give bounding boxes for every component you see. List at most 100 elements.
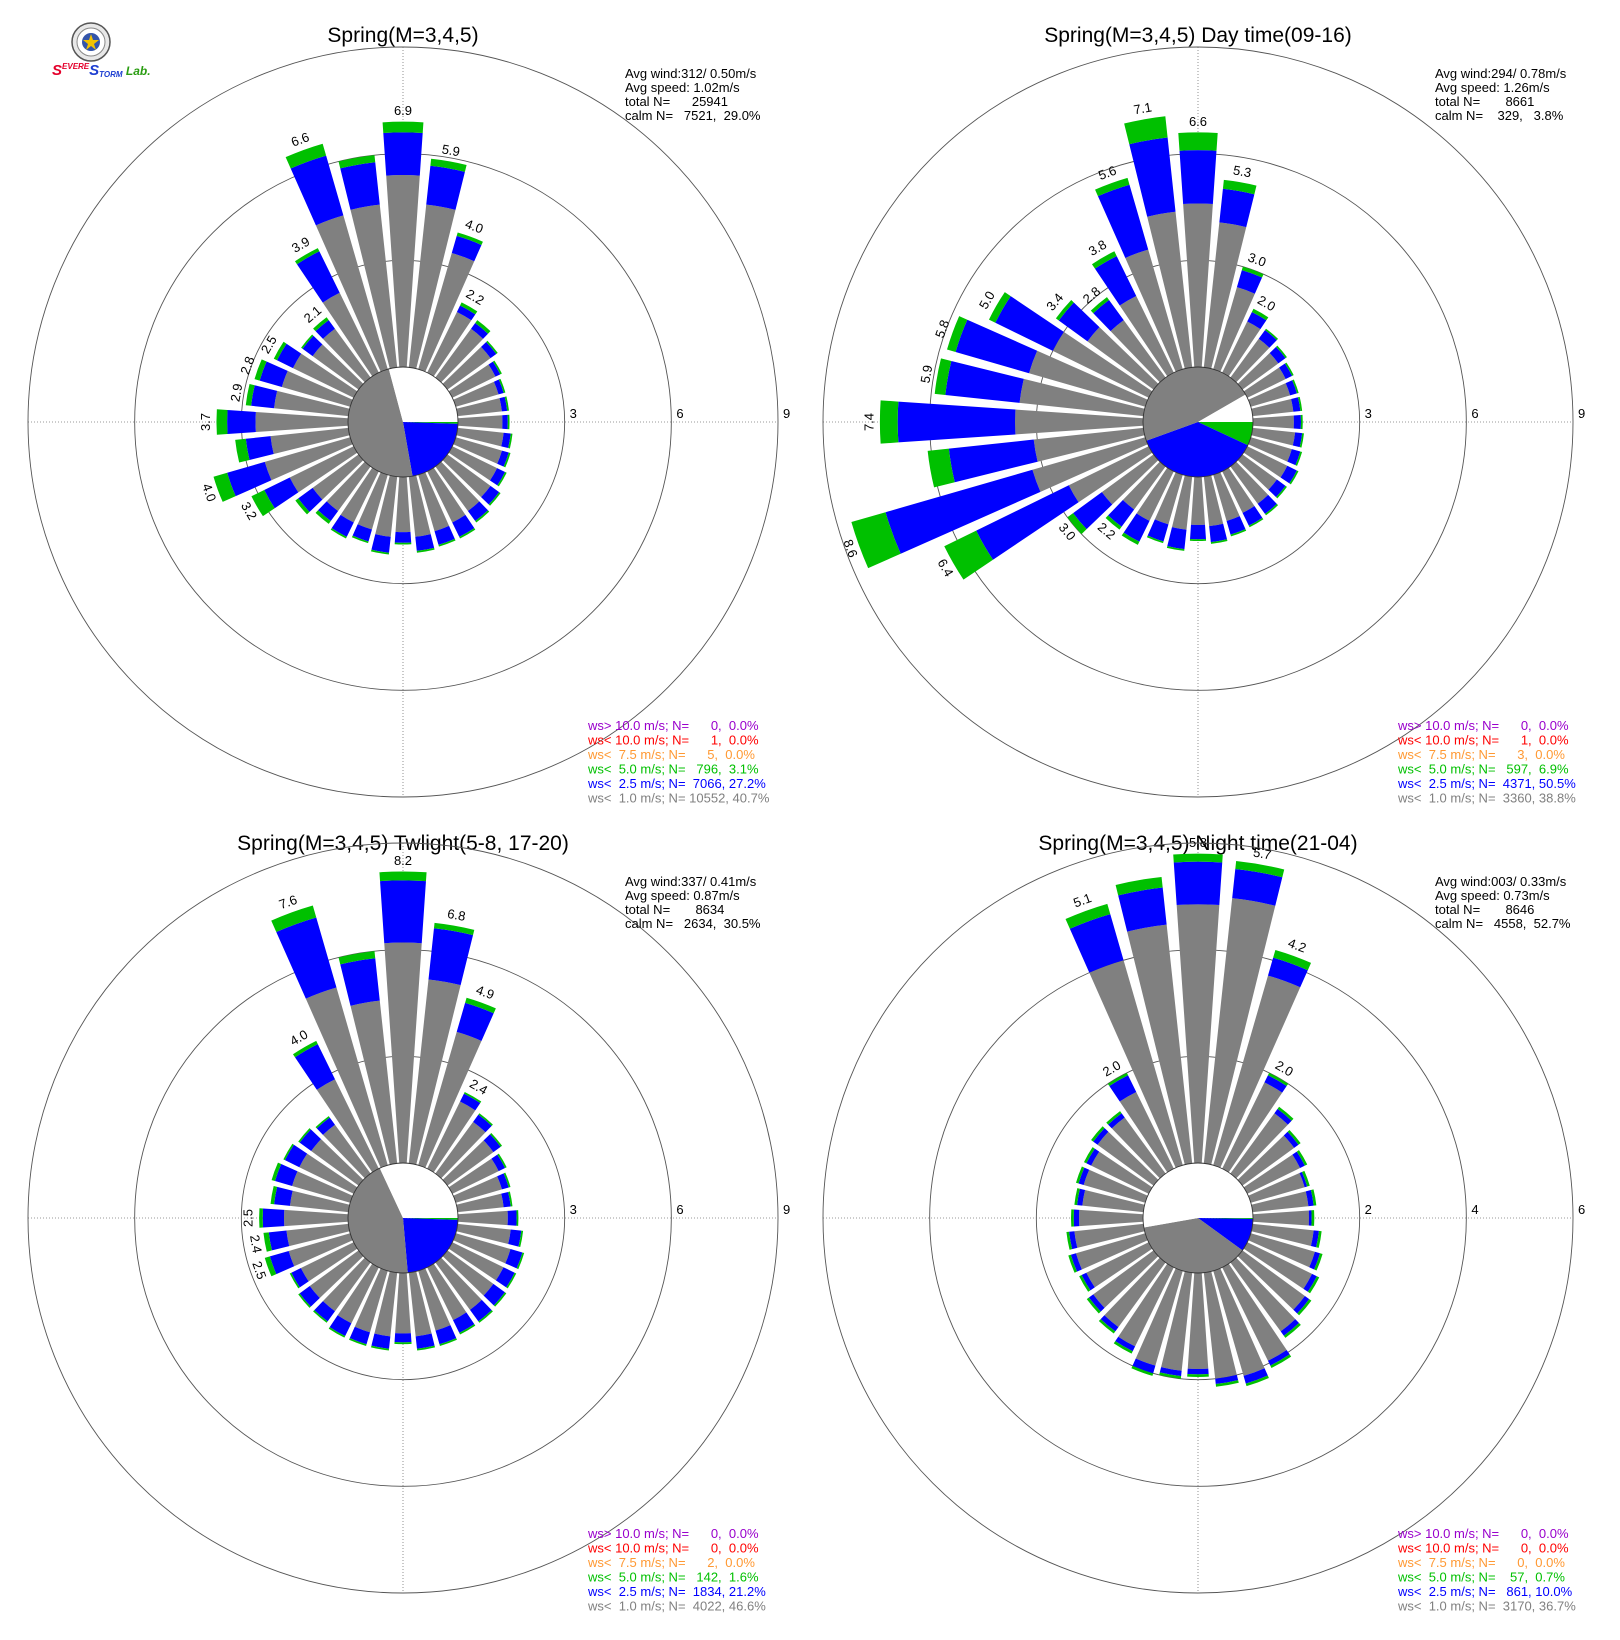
bar-segment-lt1 xyxy=(427,311,472,377)
bar-segment-lt1 xyxy=(322,1257,371,1312)
legend-entry: ws< 1.0 m/s; N= 3170, 36.7% xyxy=(1397,1599,1576,1614)
bar-segment-lt2_5 xyxy=(1100,1315,1119,1332)
bar-segment-lt2_5 xyxy=(1264,1075,1287,1093)
ring-label: 2 xyxy=(1365,1202,1372,1217)
bar-value-label: 4.0 xyxy=(463,216,485,236)
bar-segment-lt5 xyxy=(944,530,993,580)
calm-pie-slice xyxy=(1198,394,1253,422)
bar-segment-lt1 xyxy=(1183,203,1213,368)
bar-segment-lt5 xyxy=(294,248,320,265)
bar-segment-lt5 xyxy=(338,951,376,965)
stats-line: Avg speed: 1.02m/s xyxy=(625,80,740,95)
bar-segment-lt1 xyxy=(435,328,484,383)
bar-segment-lt2_5 xyxy=(1077,1188,1086,1206)
bar-segment-lt5 xyxy=(456,232,483,245)
bar-segment-lt1 xyxy=(1161,1271,1193,1371)
bar-segment-lt1 xyxy=(1187,1272,1209,1369)
bar-value-label: 4.0 xyxy=(199,481,219,503)
bar-segment-lt5 xyxy=(1067,513,1087,535)
bar-segment-lt5 xyxy=(1270,1354,1292,1368)
bar-segment-lt5 xyxy=(289,1272,300,1289)
bar-segment-lt1 xyxy=(1082,1190,1145,1213)
bar-segment-lt1 xyxy=(1222,1263,1287,1361)
bar-segment-lt1 xyxy=(418,253,475,372)
bar-segment-lt2_5 xyxy=(314,1301,335,1322)
bar-segment-lt5 xyxy=(433,922,475,936)
bar-segment-lt5 xyxy=(1287,1129,1301,1145)
bar-segment-lt5 xyxy=(1187,1373,1209,1378)
windrose-panel-1: Spring(M=3,4,5)3 6 96.95.94.02.23.24.03.72… xyxy=(27,24,790,806)
chart-title: Spring(M=3,4,5) xyxy=(327,24,478,47)
bar-segment-lt5 xyxy=(1292,379,1299,394)
bar-segment-lt5 xyxy=(1106,1111,1122,1125)
stats-line: total N= 8661 xyxy=(1435,94,1534,109)
bar-segment-lt2_5 xyxy=(380,880,426,944)
wordmark-torm: TORM xyxy=(99,70,123,79)
bar-segment-lt5 xyxy=(285,143,327,169)
bar-segment-lt1 xyxy=(1075,1233,1148,1270)
bar-segment-lt2_5 xyxy=(1147,519,1169,542)
calm-pie-slice xyxy=(1143,1163,1198,1228)
grid-ring xyxy=(27,46,779,798)
bar-segment-lt1 xyxy=(1118,1263,1174,1347)
bar-segment-lt2_5 xyxy=(1242,506,1263,526)
bar-segment-lt5 xyxy=(1301,1170,1310,1187)
bar-segment-lt2_5 xyxy=(290,155,344,226)
bar-segment-lt2_5 xyxy=(1292,432,1303,448)
bar-segment-lt2_5 xyxy=(1310,1230,1319,1248)
bar-segment-lt2_5 xyxy=(1308,1210,1312,1226)
bar-segment-lt5 xyxy=(475,320,491,334)
bar-segment-lt2_5 xyxy=(284,1144,308,1168)
bar-segment-lt5 xyxy=(379,871,427,882)
bar-segment-lt1 xyxy=(289,1190,350,1213)
bar-segment-lt5 xyxy=(416,547,435,553)
bar-segment-lt1 xyxy=(1091,1151,1153,1194)
bar-value-label: 5.8 xyxy=(932,318,952,340)
bar-segment-lt5 xyxy=(1113,1341,1133,1354)
bar-segment-lt1 xyxy=(326,461,371,511)
bar-value-label: 6.9 xyxy=(394,103,412,118)
bar-segment-lt1 xyxy=(1248,1233,1315,1268)
bar-segment-lt1 xyxy=(1086,1242,1153,1288)
windrose-panel-2: Spring(M=3,4,5) Day time(09-16) 3 6 9 6.6 5.3… xyxy=(822,24,1585,806)
bar-segment-lt1 xyxy=(456,1223,511,1245)
bar-segment-lt1 xyxy=(300,1242,358,1282)
calm-pie-slice xyxy=(1198,1218,1253,1251)
bar-segment-lt5 xyxy=(370,549,390,555)
bar-segment-lt1 xyxy=(354,1268,388,1333)
bar-segment-lt1 xyxy=(448,364,496,398)
bar-segment-lt1 xyxy=(1243,1154,1301,1194)
bar-segment-lt2_5 xyxy=(299,1129,322,1152)
calm-pie-slice xyxy=(403,1218,458,1220)
bar-segment-lt1 xyxy=(456,427,504,447)
bar-segment-lt1 xyxy=(1093,1250,1159,1308)
bar-segment-lt1 xyxy=(418,472,450,532)
bar-segment-lt2_5 xyxy=(262,1208,285,1228)
stats-line: Avg speed: 1.26m/s xyxy=(1435,80,1550,95)
bar-segment-lt5 xyxy=(465,997,496,1014)
bar-segment-lt5 xyxy=(497,472,507,487)
bar-segment-lt5 xyxy=(271,905,317,933)
bar-segment-lt2_5 xyxy=(371,1333,391,1349)
bar-segment-lt2_5 xyxy=(1123,513,1150,542)
legend-entry: ws< 7.5 m/s; N= 0, 0.0% xyxy=(1397,1555,1565,1570)
bar-segment-lt2_5 xyxy=(1293,1295,1310,1314)
bar-segment-lt2_5 xyxy=(1299,1171,1308,1188)
calm-pie-slice xyxy=(348,1168,408,1273)
bar-segment-lt5 xyxy=(315,510,331,524)
bar-value-label: 7.4 xyxy=(861,413,876,431)
windrose-panel-3: Spring(M=3,4,5) Twlight(5-8, 17-20)3 6 98.… xyxy=(27,832,790,1614)
bar-segment-lt2_5 xyxy=(1129,137,1176,217)
bar-segment-lt5 xyxy=(1283,1322,1301,1338)
chart-title: Spring(M=3,4,5) Day time(09-16) xyxy=(1044,24,1352,47)
bar-segment-lt5 xyxy=(503,452,511,468)
calm-circle xyxy=(347,366,459,478)
bar-segment-lt5 xyxy=(264,1256,277,1277)
bar-segment-lt2_5 xyxy=(251,385,278,409)
bar-segment-lt2_5 xyxy=(1247,311,1267,330)
bar-segment-lt2_5 xyxy=(276,343,302,369)
lab-seal-icon xyxy=(71,22,111,62)
bar-segment-lt5 xyxy=(1173,853,1223,863)
bar-segment-lt5 xyxy=(490,1133,503,1147)
bar-segment-lt1 xyxy=(456,1193,504,1213)
